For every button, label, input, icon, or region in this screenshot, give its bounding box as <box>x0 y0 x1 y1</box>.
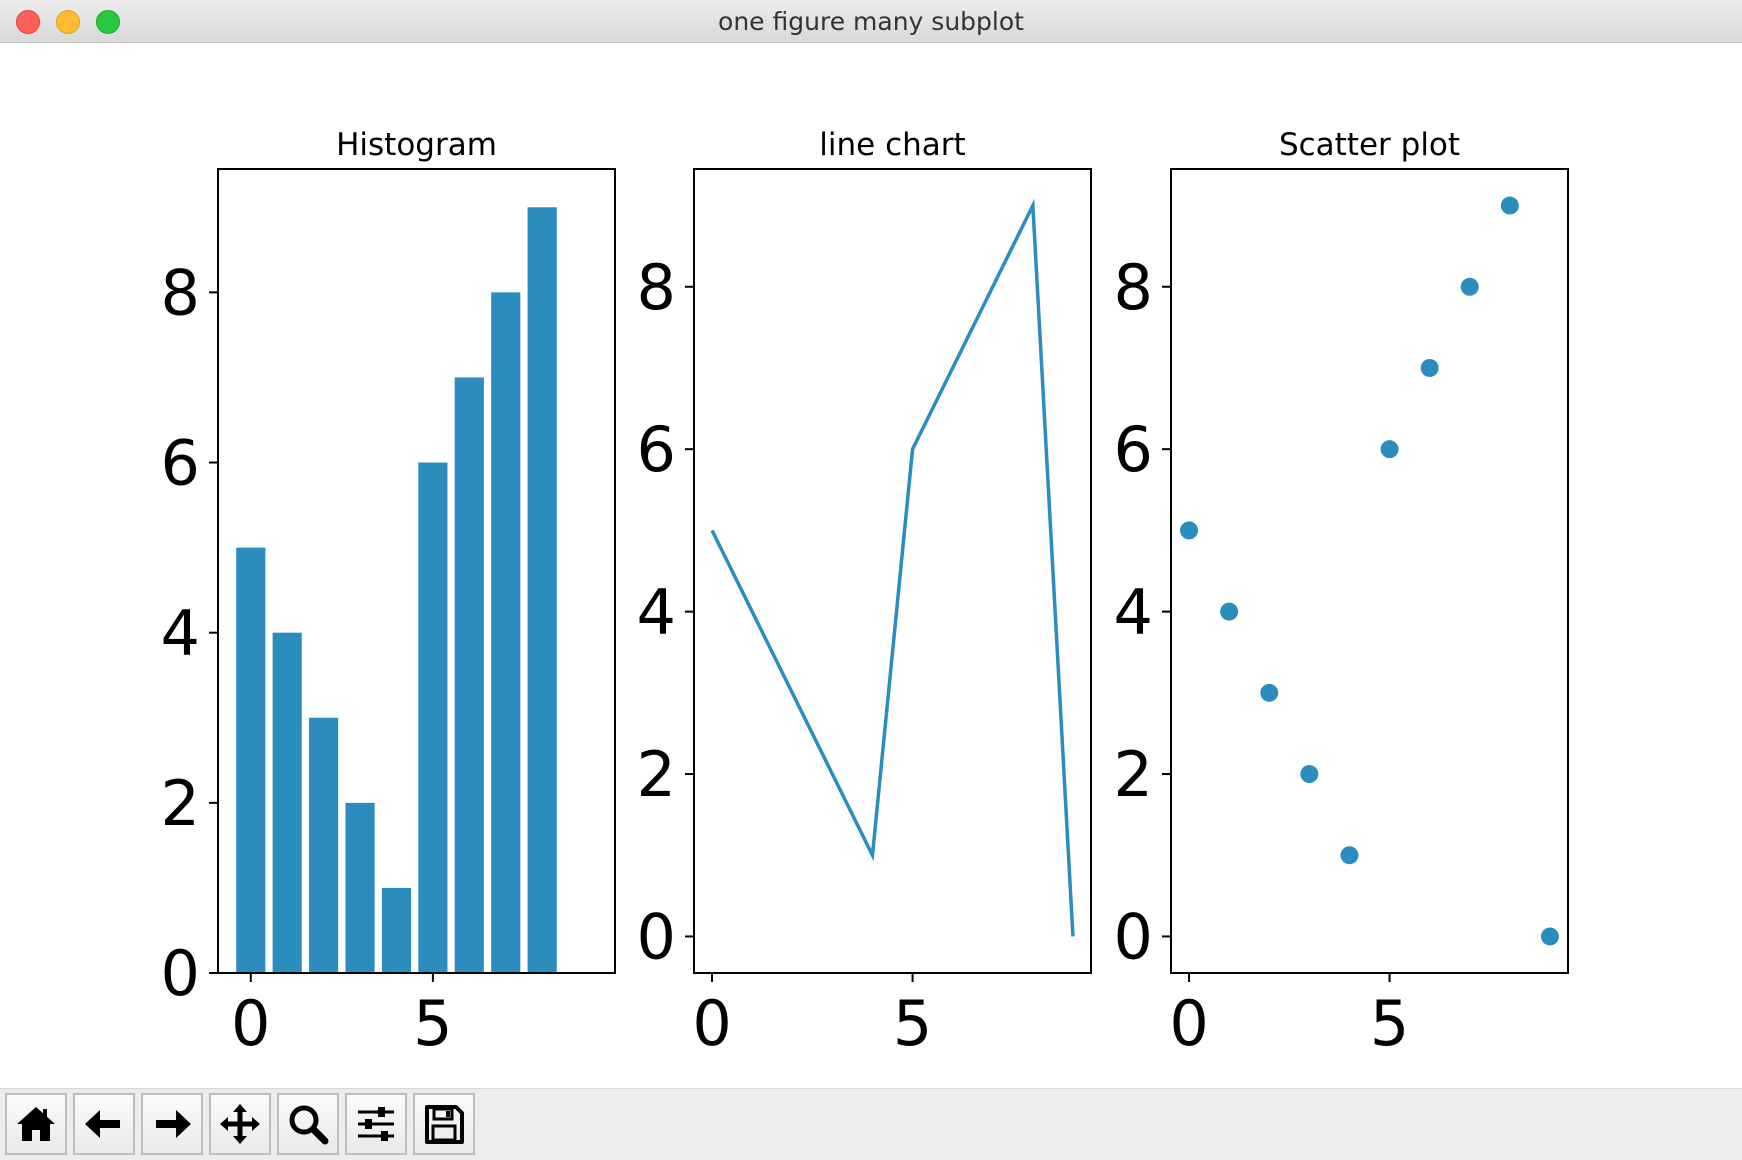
y-tick-label: 4 <box>1114 576 1153 649</box>
axes-frame <box>1170 168 1569 974</box>
y-tick-label: 2 <box>161 767 200 840</box>
save-icon <box>425 1105 464 1144</box>
y-tick-label: 2 <box>1114 738 1153 811</box>
y-tick-label: 0 <box>1114 900 1153 973</box>
back-button[interactable] <box>73 1093 135 1155</box>
scatter-point <box>1420 358 1439 377</box>
x-tick-label: 0 <box>231 987 270 1060</box>
scatter-point <box>1380 440 1399 459</box>
x-tick-label: 5 <box>1370 987 1409 1060</box>
forward-arrow-icon <box>156 1110 191 1138</box>
maximize-window-button[interactable] <box>96 10 120 34</box>
pan-button[interactable] <box>209 1093 271 1155</box>
axes-frame <box>217 168 616 974</box>
scatter-point <box>1500 196 1519 215</box>
x-tick-label: 0 <box>1169 987 1208 1060</box>
title-bar: one figure many subplot <box>0 0 1742 43</box>
subplot-2: line chart 0 2 4 6 8 0 5 <box>637 127 1092 1060</box>
line-series <box>710 198 1075 937</box>
figure-canvas: Histogram 0 2 4 6 8 0 5 line chart 0 2 4 6 8 0 5 Scatter… <box>0 43 1742 1088</box>
y-tick-label: 4 <box>161 597 200 670</box>
histogram-bar <box>527 207 557 974</box>
y-tick-label: 8 <box>637 251 676 324</box>
scatter-point <box>1300 765 1319 784</box>
scatter-point <box>1220 602 1239 621</box>
sliders-icon <box>358 1107 394 1141</box>
minimize-window-button[interactable] <box>56 10 80 34</box>
histogram-bar <box>381 887 412 973</box>
y-tick-label: 0 <box>637 900 676 973</box>
scatter-point <box>1460 277 1479 296</box>
subplot-title: line chart <box>819 127 965 163</box>
y-tick-label: 8 <box>1114 251 1153 324</box>
home-icon <box>17 1107 55 1141</box>
scatter-point <box>1180 521 1199 540</box>
histogram-bar <box>491 292 521 973</box>
x-tick-label: 5 <box>893 987 932 1060</box>
window-title: one figure many subplot <box>718 7 1024 36</box>
x-tick-label: 0 <box>692 987 731 1060</box>
scatter-point <box>1540 927 1559 946</box>
histogram-bar <box>309 717 339 973</box>
pan-icon <box>220 1104 260 1144</box>
histogram-bar <box>418 462 448 973</box>
y-tick-label: 2 <box>637 738 676 811</box>
close-window-button[interactable] <box>16 10 40 34</box>
home-button[interactable] <box>5 1093 67 1155</box>
scatter-point <box>1260 683 1279 702</box>
y-tick-label: 6 <box>161 427 200 500</box>
histogram-bar <box>345 802 375 973</box>
histogram-bar <box>236 547 266 973</box>
subplot-1: Histogram 0 2 4 6 8 0 5 <box>161 127 616 1060</box>
subplot-3: Scatter plot 0 2 4 6 8 0 5 <box>1114 127 1569 1060</box>
subplot-title: Histogram <box>336 127 497 163</box>
forward-button[interactable] <box>141 1093 203 1155</box>
subplot-title: Scatter plot <box>1279 127 1460 163</box>
y-tick-label: 4 <box>637 576 676 649</box>
back-arrow-icon <box>85 1110 120 1138</box>
y-tick-label: 8 <box>161 256 200 329</box>
zoom-icon <box>289 1105 329 1145</box>
save-button[interactable] <box>413 1093 475 1155</box>
configure-subplots-button[interactable] <box>345 1093 407 1155</box>
x-tick-label: 5 <box>413 987 452 1060</box>
y-tick-label: 0 <box>161 937 200 1010</box>
navigation-toolbar <box>0 1088 1742 1160</box>
scatter-point <box>1340 846 1359 865</box>
zoom-button[interactable] <box>277 1093 339 1155</box>
histogram-bar <box>454 377 484 973</box>
y-tick-label: 6 <box>637 413 676 486</box>
histogram-bar <box>272 632 302 973</box>
axes-frame <box>693 168 1092 974</box>
y-tick-label: 6 <box>1114 413 1153 486</box>
